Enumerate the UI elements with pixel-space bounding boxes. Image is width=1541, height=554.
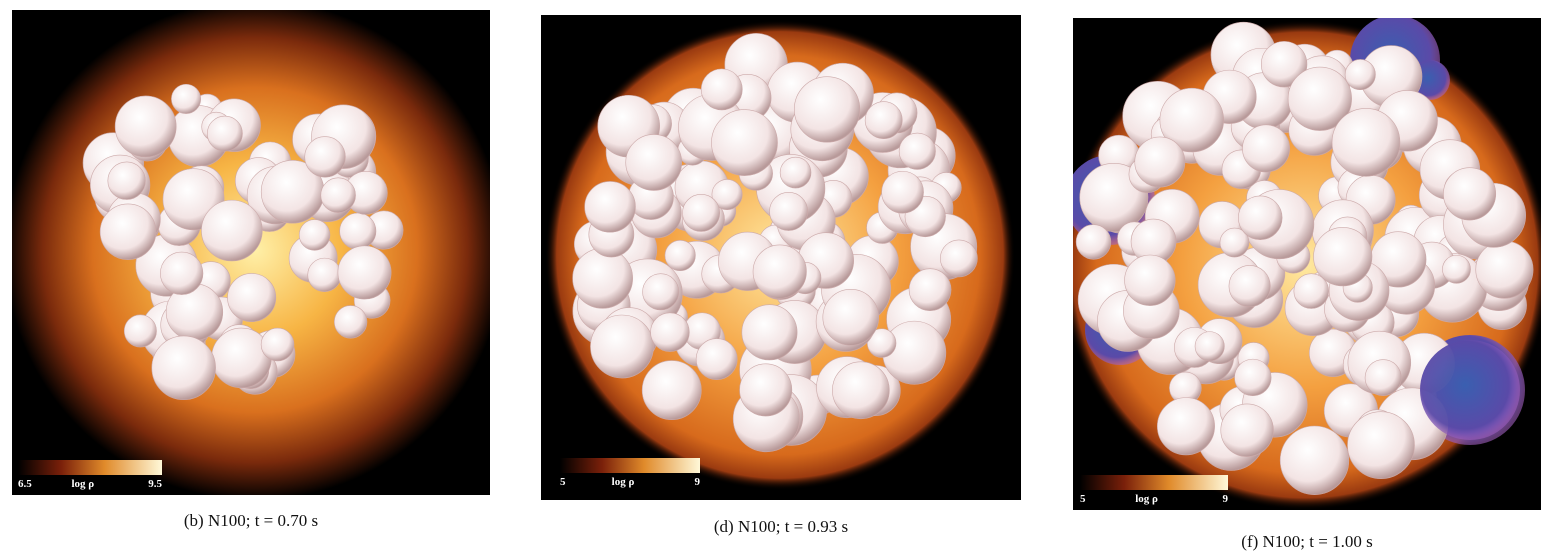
plume bbox=[573, 248, 633, 308]
plume bbox=[299, 220, 330, 251]
colorbar bbox=[560, 458, 700, 473]
plume bbox=[228, 273, 276, 321]
plume bbox=[340, 213, 376, 249]
plume bbox=[643, 274, 679, 310]
panel: 6.5 log ρ 9.5 (b) N100; t = 0.70 s bbox=[5, 0, 505, 530]
plume bbox=[1347, 412, 1414, 479]
plume bbox=[1280, 426, 1349, 495]
plume bbox=[1476, 241, 1533, 298]
plume bbox=[1345, 59, 1375, 89]
plume bbox=[1238, 196, 1282, 240]
plume bbox=[308, 258, 342, 292]
plume bbox=[701, 69, 742, 110]
plume bbox=[740, 364, 792, 416]
panel: 5 log ρ 9 (f) N100; t = 1.00 s bbox=[1060, 15, 1541, 551]
plume bbox=[711, 110, 777, 176]
colorbar bbox=[18, 460, 162, 475]
plume bbox=[1229, 265, 1270, 306]
panel: 5 log ρ 9 (d) N100; t = 0.93 s bbox=[541, 15, 1021, 536]
plume bbox=[770, 192, 808, 230]
colorbar-max: 9 bbox=[695, 476, 701, 488]
plume bbox=[1242, 125, 1289, 172]
colorbar-max: 9 bbox=[1223, 493, 1229, 505]
plume bbox=[899, 133, 935, 169]
plume bbox=[261, 328, 294, 361]
plume bbox=[201, 200, 262, 261]
simulation-image bbox=[5, 0, 505, 500]
plume bbox=[108, 162, 146, 200]
plume bbox=[1157, 398, 1214, 455]
plume bbox=[1221, 404, 1274, 457]
plume bbox=[1442, 255, 1470, 283]
caption: (d) N100; t = 0.93 s bbox=[714, 517, 848, 536]
plume bbox=[1314, 227, 1372, 285]
ash-bubble bbox=[1420, 340, 1520, 440]
plume bbox=[642, 361, 701, 420]
caption: (b) N100; t = 0.70 s bbox=[184, 511, 318, 530]
plume bbox=[683, 194, 720, 231]
plume bbox=[780, 157, 811, 188]
plume bbox=[338, 246, 391, 299]
simulation-image bbox=[541, 15, 1021, 500]
plume bbox=[696, 339, 737, 380]
plume bbox=[794, 77, 860, 143]
page: 6.5 log ρ 9.5 (b) N100; t = 0.70 s 5 log ρ 9 (d… bbox=[0, 0, 1541, 554]
plume bbox=[742, 305, 797, 360]
plume bbox=[585, 181, 636, 232]
plume bbox=[212, 328, 272, 388]
colorbar bbox=[1080, 475, 1228, 490]
figure: 6.5 log ρ 9.5 (b) N100; t = 0.70 s 5 log ρ 9 (d… bbox=[0, 0, 1541, 554]
plume bbox=[334, 306, 367, 339]
plume bbox=[882, 171, 924, 213]
plume bbox=[823, 289, 879, 345]
caption: (f) N100; t = 1.00 s bbox=[1241, 532, 1372, 551]
plume bbox=[865, 102, 902, 139]
plume bbox=[1235, 359, 1272, 396]
colorbar-label: log ρ bbox=[612, 476, 635, 488]
plume bbox=[940, 240, 977, 277]
plume bbox=[1135, 137, 1185, 187]
plume bbox=[665, 240, 695, 270]
plume bbox=[207, 116, 242, 151]
plume bbox=[1443, 168, 1495, 220]
colorbar-max: 9.5 bbox=[148, 478, 162, 490]
plume bbox=[321, 178, 356, 213]
colorbar-min: 5 bbox=[1080, 493, 1086, 505]
plume bbox=[590, 315, 653, 378]
simulation-image bbox=[1060, 15, 1541, 510]
plume bbox=[626, 134, 682, 190]
colorbar-min: 5 bbox=[560, 476, 566, 488]
plume bbox=[1125, 255, 1176, 306]
plume bbox=[171, 84, 200, 113]
colorbar-label: log ρ bbox=[71, 478, 94, 490]
plume bbox=[100, 204, 156, 260]
colorbar-min: 6.5 bbox=[18, 478, 32, 490]
plume bbox=[115, 96, 176, 157]
plume bbox=[651, 313, 690, 352]
plume bbox=[160, 252, 203, 295]
plume bbox=[832, 362, 889, 419]
plume bbox=[305, 137, 346, 178]
plume bbox=[1195, 332, 1224, 361]
plume bbox=[152, 336, 216, 400]
plume bbox=[1365, 360, 1401, 396]
plume bbox=[1076, 225, 1111, 260]
plume bbox=[1332, 108, 1400, 176]
colorbar-label: log ρ bbox=[1135, 493, 1158, 505]
plume bbox=[753, 245, 806, 298]
plume bbox=[124, 315, 156, 347]
plume bbox=[909, 269, 951, 311]
